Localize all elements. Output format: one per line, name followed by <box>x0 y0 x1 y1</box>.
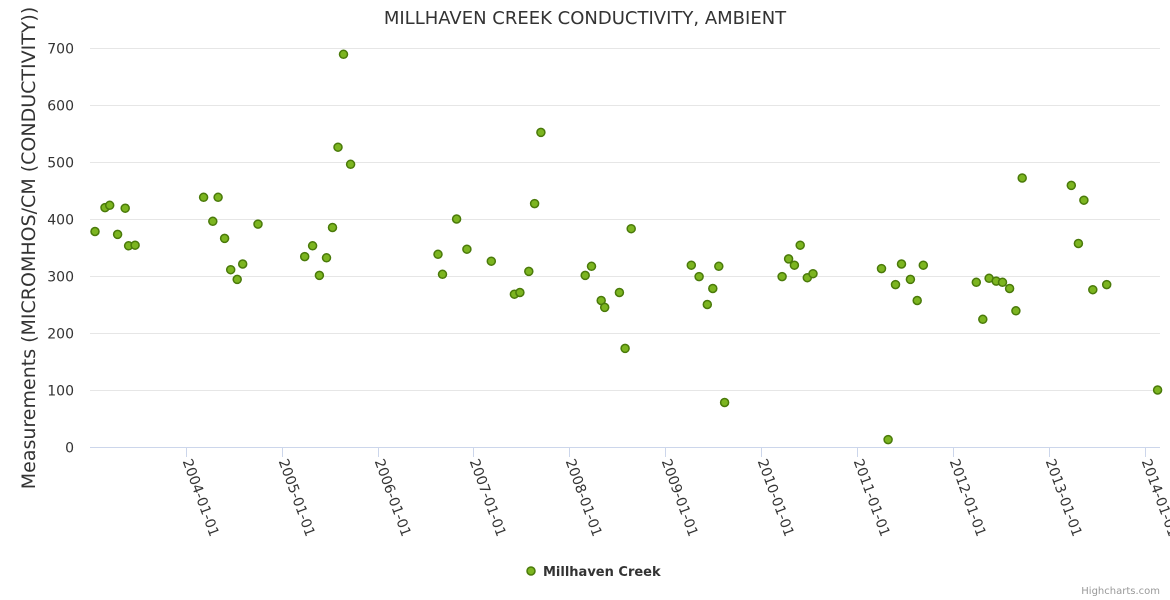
data-point[interactable] <box>719 397 730 408</box>
data-point[interactable] <box>997 277 1008 288</box>
data-point[interactable] <box>524 266 534 277</box>
y-tick-label: 400 <box>47 213 74 229</box>
data-point[interactable] <box>783 254 794 264</box>
data-point[interactable] <box>702 299 713 310</box>
data-point[interactable] <box>1073 238 1084 249</box>
data-point[interactable] <box>694 271 704 282</box>
x-tick-label: 2012-01-01 <box>946 457 989 539</box>
data-point[interactable] <box>225 264 236 275</box>
data-point[interactable] <box>333 142 343 152</box>
data-point[interactable] <box>620 343 630 354</box>
data-point[interactable] <box>1152 385 1163 395</box>
data-point[interactable] <box>437 269 448 280</box>
data-point[interactable] <box>905 274 916 285</box>
data-point[interactable] <box>789 260 800 270</box>
data-point[interactable] <box>1088 284 1098 295</box>
x-tick-label: 2004-01-01 <box>179 457 222 539</box>
data-point[interactable] <box>462 244 472 254</box>
y-tick-label: 500 <box>47 156 74 172</box>
data-point[interactable] <box>338 49 349 60</box>
data-point[interactable] <box>314 270 325 281</box>
data-point[interactable] <box>614 287 625 298</box>
data-point[interactable] <box>515 287 525 298</box>
data-point[interactable] <box>232 274 242 285</box>
y-tick-label: 300 <box>47 270 74 286</box>
legend[interactable]: Millhaven Creek <box>526 565 661 580</box>
data-point[interactable] <box>1004 283 1015 294</box>
data-point[interactable] <box>876 263 887 274</box>
y-tick-label: 0 <box>65 441 74 457</box>
data-point[interactable] <box>883 434 893 445</box>
data-point[interactable] <box>208 216 218 227</box>
data-point[interactable] <box>890 279 901 290</box>
data-point[interactable] <box>112 229 123 240</box>
data-point[interactable] <box>198 192 209 203</box>
data-point[interactable] <box>345 159 356 170</box>
x-tick-label: 2005-01-01 <box>275 457 318 539</box>
credits-link[interactable]: Highcharts.com <box>1081 586 1160 597</box>
data-point[interactable] <box>795 240 805 250</box>
data-point[interactable] <box>253 219 263 229</box>
data-point[interactable] <box>529 198 540 209</box>
data-point[interactable] <box>1011 306 1021 316</box>
data-point[interactable] <box>586 261 597 272</box>
data-point[interactable] <box>1017 173 1027 183</box>
data-point[interactable] <box>777 271 787 282</box>
data-point[interactable] <box>90 226 100 237</box>
data-point[interactable] <box>130 240 140 250</box>
data-point[interactable] <box>918 260 929 270</box>
x-tick-label: 2006-01-01 <box>371 457 414 539</box>
data-points <box>90 49 1163 445</box>
data-point[interactable] <box>451 214 462 224</box>
data-point[interactable] <box>120 203 130 213</box>
y-tick-label: 600 <box>47 99 74 115</box>
x-axis: 2004-01-01 2005-01-01 2006-01-01 2007-01-01… <box>90 447 1170 539</box>
legend-marker-icon <box>526 566 536 576</box>
data-point[interactable] <box>486 256 497 266</box>
x-tick-label: 2009-01-01 <box>658 457 701 539</box>
data-point[interactable] <box>213 192 223 203</box>
data-point[interactable] <box>978 314 988 325</box>
data-point[interactable] <box>1101 279 1112 290</box>
data-point[interactable] <box>307 241 318 251</box>
data-point[interactable] <box>1066 180 1077 191</box>
y-axis-title: Measurements (MICROMHOS/CM (CONDUCTIVITY… <box>18 7 40 490</box>
y-tick-label: 100 <box>47 384 74 400</box>
chart-title: MILLHAVEN CREEK CONDUCTIVITY, AMBIENT <box>384 8 787 29</box>
data-point[interactable] <box>971 277 982 288</box>
x-tick-label: 2010-01-01 <box>754 457 797 539</box>
data-point[interactable] <box>912 295 922 306</box>
data-point[interactable] <box>536 127 546 138</box>
y-tick-label: 700 <box>47 42 74 58</box>
data-point[interactable] <box>219 233 230 244</box>
grid-lines <box>90 48 1160 391</box>
data-point[interactable] <box>808 268 818 279</box>
data-point[interactable] <box>1079 195 1089 205</box>
data-point[interactable] <box>580 270 590 281</box>
x-tick-label: 2007-01-01 <box>466 457 509 539</box>
data-point[interactable] <box>237 259 248 269</box>
x-tick-label: 2013-01-01 <box>1042 457 1085 539</box>
x-tick-label: 2008-01-01 <box>562 457 605 539</box>
data-point[interactable] <box>104 200 115 211</box>
data-point[interactable] <box>321 253 332 263</box>
data-point[interactable] <box>626 223 636 234</box>
data-point[interactable] <box>299 251 310 262</box>
legend-item-millhaven-creek[interactable]: Millhaven Creek <box>543 565 661 580</box>
x-tick-label: 2014-01-01 <box>1138 457 1170 539</box>
data-point[interactable] <box>327 222 338 233</box>
data-point[interactable] <box>686 260 697 270</box>
data-point[interactable] <box>896 259 907 269</box>
data-point[interactable] <box>433 249 443 260</box>
data-point[interactable] <box>714 261 724 272</box>
data-point[interactable] <box>599 302 610 313</box>
y-tick-label: 200 <box>47 327 74 343</box>
y-axis: 0 100 200 300 400 500 600 700 <box>47 42 74 457</box>
x-tick-label: 2011-01-01 <box>850 457 893 539</box>
data-point[interactable] <box>708 283 718 294</box>
